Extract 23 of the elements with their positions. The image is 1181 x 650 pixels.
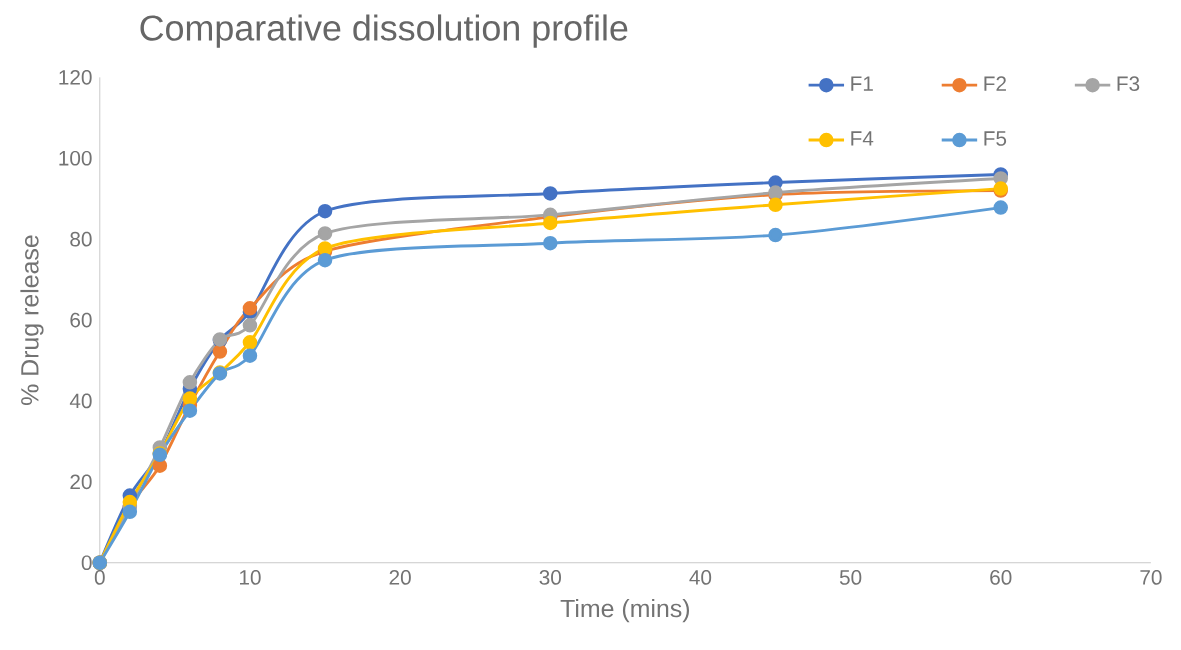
legend-label: F3 bbox=[1117, 76, 1140, 92]
x-tick-label: 0 bbox=[94, 570, 105, 585]
x-tick-label: 30 bbox=[539, 570, 561, 585]
chart-title: Comparative dissolution profile bbox=[140, 14, 628, 49]
y-tick-label: 0 bbox=[81, 555, 92, 571]
x-tick-label: 70 bbox=[1140, 570, 1162, 585]
legend-label: F2 bbox=[984, 76, 1006, 92]
y-axis-title: % Drug release bbox=[20, 235, 44, 406]
legend-label: F1 bbox=[851, 76, 873, 91]
legend-label: F4 bbox=[851, 131, 874, 146]
y-tick-label: 100 bbox=[59, 151, 92, 166]
y-tick-label: 20 bbox=[70, 474, 92, 490]
x-tick-label: 10 bbox=[240, 570, 261, 585]
y-tick-label: 40 bbox=[69, 393, 92, 409]
y-tick-label: 80 bbox=[70, 232, 92, 247]
x-tick-label: 20 bbox=[389, 570, 411, 585]
x-tick-label: 40 bbox=[689, 570, 712, 585]
legend-label: F5 bbox=[984, 131, 1007, 147]
x-axis-title: Time (mins) bbox=[560, 599, 690, 623]
x-tick-label: 60 bbox=[990, 570, 1012, 585]
y-tick-label: 60 bbox=[70, 312, 92, 328]
y-tick-label: 120 bbox=[59, 70, 92, 85]
x-tick-label: 50 bbox=[839, 570, 862, 585]
